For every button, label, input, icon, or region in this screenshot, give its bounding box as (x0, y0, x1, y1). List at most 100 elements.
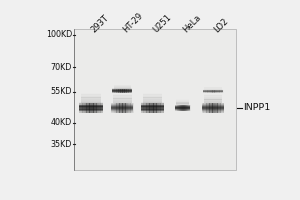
FancyBboxPatch shape (128, 89, 129, 93)
FancyBboxPatch shape (83, 103, 84, 113)
FancyBboxPatch shape (217, 90, 218, 93)
FancyBboxPatch shape (131, 103, 132, 113)
FancyBboxPatch shape (188, 105, 189, 111)
FancyBboxPatch shape (112, 90, 132, 91)
FancyBboxPatch shape (113, 97, 132, 98)
FancyBboxPatch shape (145, 103, 146, 113)
FancyBboxPatch shape (206, 103, 207, 113)
FancyBboxPatch shape (132, 89, 133, 93)
FancyBboxPatch shape (111, 103, 134, 104)
FancyBboxPatch shape (185, 105, 186, 111)
FancyBboxPatch shape (132, 103, 133, 113)
FancyBboxPatch shape (220, 90, 221, 93)
FancyBboxPatch shape (113, 99, 132, 100)
FancyBboxPatch shape (113, 103, 114, 113)
FancyBboxPatch shape (187, 105, 188, 111)
Text: 70KD: 70KD (50, 63, 72, 72)
FancyBboxPatch shape (96, 103, 97, 113)
FancyBboxPatch shape (90, 103, 91, 113)
FancyBboxPatch shape (128, 103, 129, 113)
FancyBboxPatch shape (180, 105, 181, 111)
FancyBboxPatch shape (141, 103, 164, 104)
FancyBboxPatch shape (126, 89, 127, 93)
FancyBboxPatch shape (79, 103, 103, 104)
FancyBboxPatch shape (116, 89, 117, 93)
FancyBboxPatch shape (202, 105, 224, 106)
FancyBboxPatch shape (112, 91, 132, 92)
FancyBboxPatch shape (209, 90, 210, 93)
FancyBboxPatch shape (216, 90, 217, 93)
FancyBboxPatch shape (189, 105, 190, 111)
FancyBboxPatch shape (130, 103, 131, 113)
FancyBboxPatch shape (214, 90, 215, 93)
FancyBboxPatch shape (121, 89, 122, 93)
FancyBboxPatch shape (112, 89, 132, 90)
FancyBboxPatch shape (141, 103, 164, 104)
FancyBboxPatch shape (125, 103, 126, 113)
FancyBboxPatch shape (206, 90, 207, 93)
Text: 100KD: 100KD (46, 30, 72, 39)
FancyBboxPatch shape (202, 108, 224, 109)
FancyBboxPatch shape (212, 90, 213, 93)
FancyBboxPatch shape (176, 104, 189, 105)
FancyBboxPatch shape (175, 109, 190, 110)
FancyBboxPatch shape (143, 98, 163, 99)
FancyBboxPatch shape (82, 103, 83, 113)
FancyBboxPatch shape (98, 103, 99, 113)
FancyBboxPatch shape (207, 90, 208, 93)
FancyBboxPatch shape (150, 103, 151, 113)
FancyBboxPatch shape (183, 105, 184, 111)
FancyBboxPatch shape (82, 103, 83, 113)
FancyBboxPatch shape (187, 105, 188, 111)
FancyBboxPatch shape (111, 107, 134, 108)
FancyBboxPatch shape (204, 99, 222, 100)
FancyBboxPatch shape (208, 103, 210, 113)
FancyBboxPatch shape (208, 90, 209, 93)
FancyBboxPatch shape (141, 105, 164, 106)
FancyBboxPatch shape (143, 97, 163, 98)
FancyBboxPatch shape (129, 103, 130, 113)
FancyBboxPatch shape (81, 98, 101, 99)
FancyBboxPatch shape (111, 106, 134, 107)
FancyBboxPatch shape (95, 103, 96, 113)
FancyBboxPatch shape (219, 103, 220, 113)
FancyBboxPatch shape (141, 107, 164, 108)
FancyBboxPatch shape (79, 106, 103, 107)
FancyBboxPatch shape (185, 105, 186, 111)
FancyBboxPatch shape (157, 103, 158, 113)
FancyBboxPatch shape (219, 90, 220, 93)
FancyBboxPatch shape (130, 103, 131, 113)
FancyBboxPatch shape (79, 111, 103, 112)
FancyBboxPatch shape (202, 90, 224, 91)
FancyBboxPatch shape (210, 90, 211, 93)
FancyBboxPatch shape (202, 90, 224, 91)
FancyBboxPatch shape (113, 101, 132, 102)
FancyBboxPatch shape (175, 108, 190, 109)
FancyBboxPatch shape (181, 105, 182, 111)
FancyBboxPatch shape (217, 90, 218, 93)
FancyBboxPatch shape (81, 100, 101, 101)
FancyBboxPatch shape (122, 89, 123, 93)
FancyBboxPatch shape (149, 103, 150, 113)
FancyBboxPatch shape (112, 103, 113, 113)
FancyBboxPatch shape (214, 103, 215, 113)
FancyBboxPatch shape (112, 89, 132, 90)
FancyBboxPatch shape (180, 105, 181, 111)
FancyBboxPatch shape (203, 103, 204, 113)
FancyBboxPatch shape (81, 103, 82, 113)
FancyBboxPatch shape (177, 105, 178, 111)
FancyBboxPatch shape (175, 109, 190, 110)
FancyBboxPatch shape (79, 109, 103, 110)
FancyBboxPatch shape (205, 103, 206, 113)
FancyBboxPatch shape (115, 89, 116, 93)
FancyBboxPatch shape (176, 103, 189, 104)
FancyBboxPatch shape (79, 112, 103, 113)
FancyBboxPatch shape (208, 103, 209, 113)
FancyBboxPatch shape (100, 103, 101, 113)
FancyBboxPatch shape (127, 103, 128, 113)
FancyBboxPatch shape (85, 103, 86, 113)
FancyBboxPatch shape (204, 103, 205, 113)
FancyBboxPatch shape (221, 103, 222, 113)
FancyBboxPatch shape (204, 99, 222, 100)
FancyBboxPatch shape (130, 89, 131, 93)
